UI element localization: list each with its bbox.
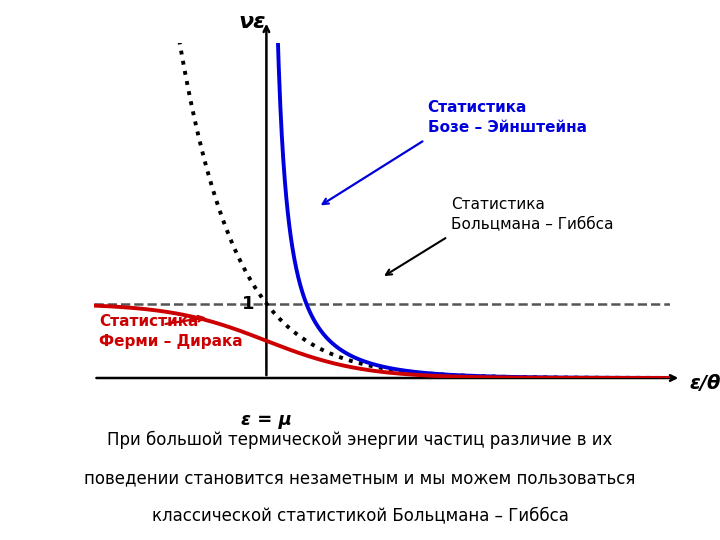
Text: классической статистикой Больцмана – Гиббса: классической статистикой Больцмана – Гиб…: [152, 507, 568, 525]
Text: Статистика
Бозе – Эйнштейна: Статистика Бозе – Эйнштейна: [428, 100, 587, 135]
Text: 1: 1: [243, 295, 255, 313]
Text: νε: νε: [238, 12, 266, 32]
Text: Статистика
Больцмана – Гиббса: Статистика Больцмана – Гиббса: [451, 197, 613, 232]
Text: поведении становится незаметным и мы можем пользоваться: поведении становится незаметным и мы мож…: [84, 469, 636, 487]
Text: ε/θ: ε/θ: [690, 374, 720, 394]
Text: Статистика
Ферми – Дирака: Статистика Ферми – Дирака: [99, 314, 243, 349]
Text: ε = μ: ε = μ: [241, 411, 292, 429]
Text: При большой термической энергии частиц различие в их: При большой термической энергии частиц р…: [107, 431, 613, 449]
